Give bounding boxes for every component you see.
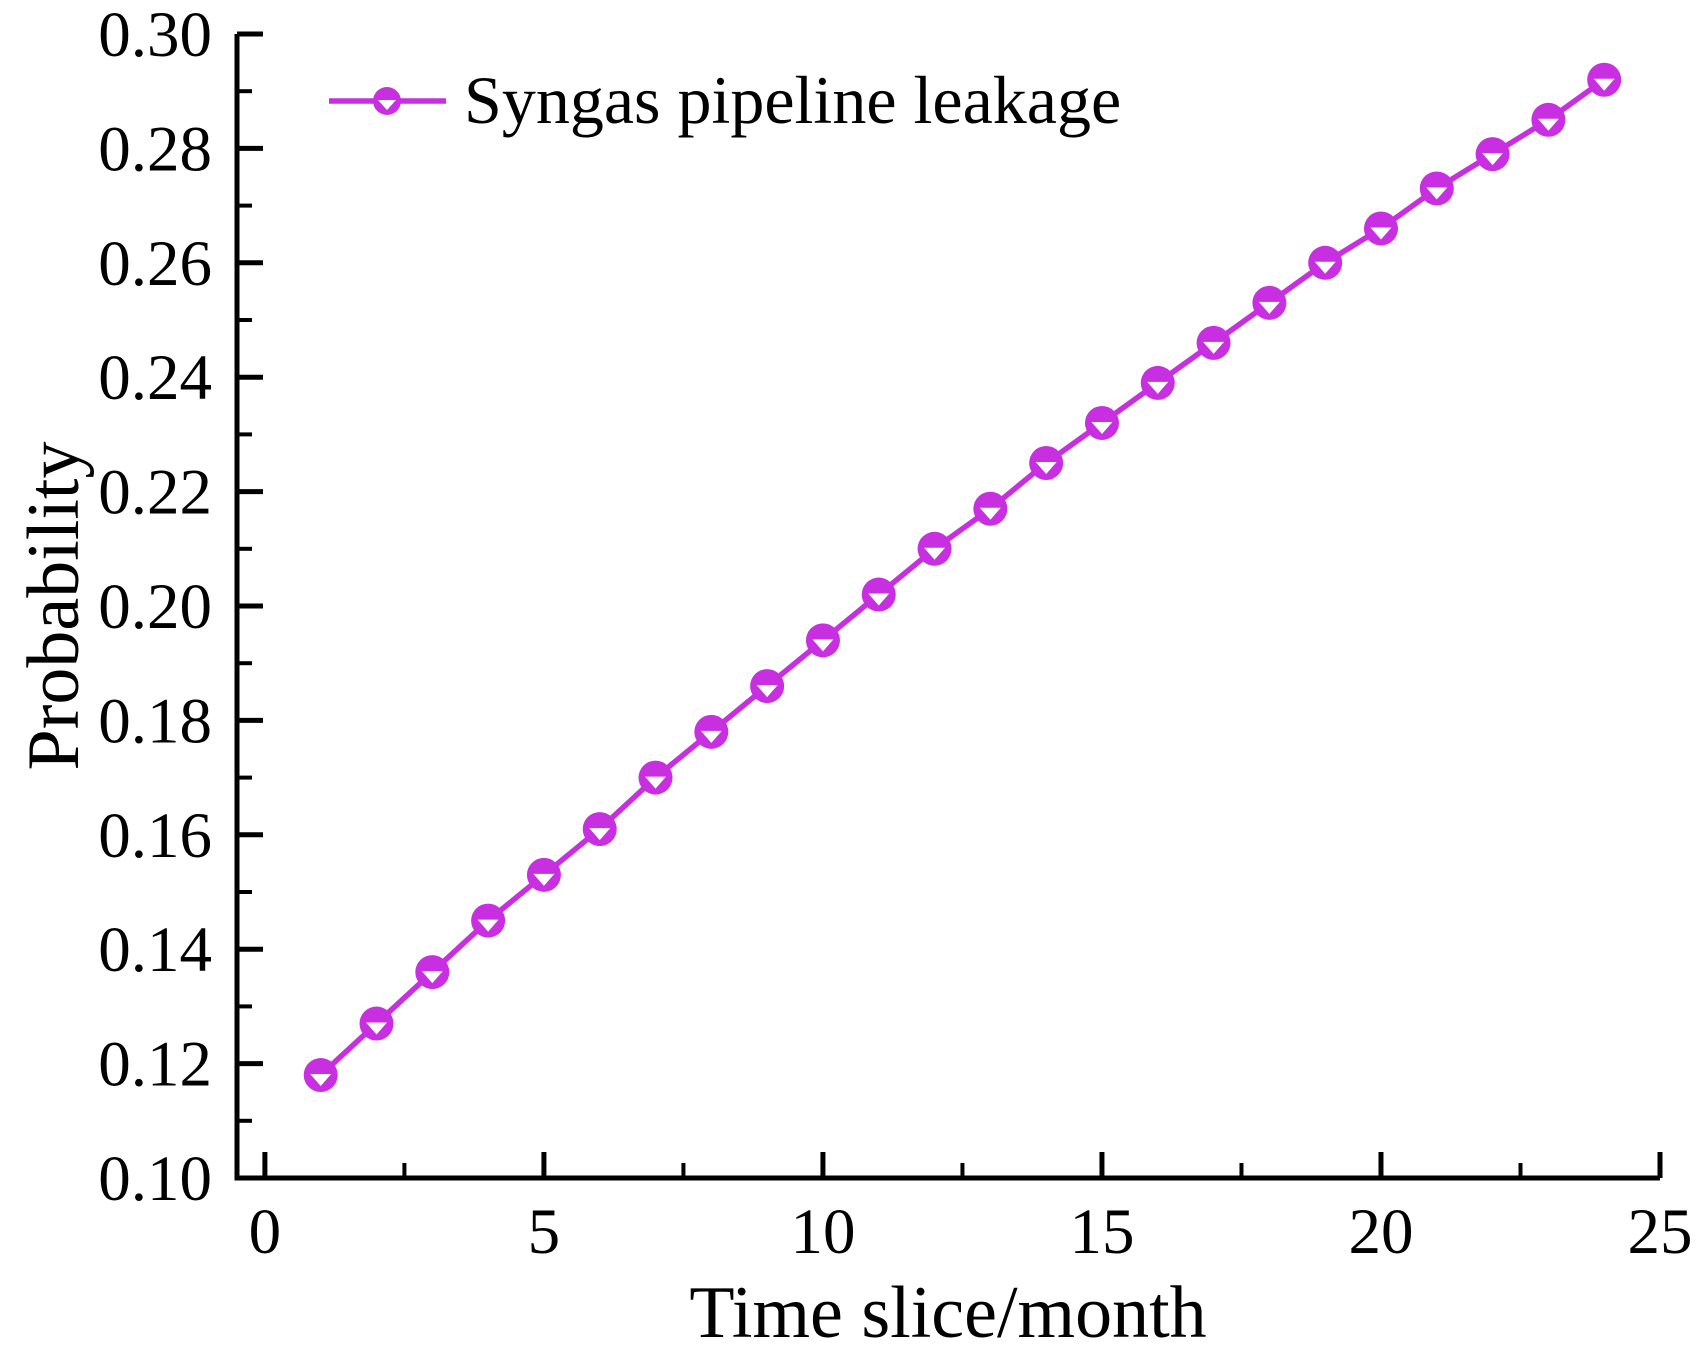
y-tick-label: 0.24 <box>98 342 212 414</box>
y-tick-label: 0.18 <box>98 685 212 757</box>
marker-triangle-icon <box>756 685 778 698</box>
x-tick-label: 0 <box>249 1196 282 1268</box>
x-axis-label: Time slice/month <box>689 1272 1206 1354</box>
marker-triangle-icon <box>812 639 834 652</box>
y-tick-label: 0.10 <box>98 1143 212 1215</box>
y-axis-label: Probability <box>13 442 95 771</box>
y-tick-label: 0.20 <box>98 571 212 643</box>
marker-triangle-icon <box>1091 421 1113 434</box>
x-tick-label: 5 <box>528 1196 561 1268</box>
marker-triangle-icon <box>1537 118 1559 131</box>
x-tick-label: 15 <box>1069 1196 1134 1268</box>
legend-marker-triangle-icon <box>378 100 396 110</box>
marker-triangle-icon <box>477 919 499 932</box>
marker-triangle-icon <box>1035 462 1057 474</box>
marker-triangle-icon <box>1147 381 1169 394</box>
y-tick-label: 0.26 <box>98 228 212 300</box>
marker-triangle-icon <box>1203 341 1225 354</box>
y-tick-label: 0.30 <box>98 0 212 71</box>
y-tick-label: 0.12 <box>98 1029 212 1101</box>
marker-triangle-icon <box>700 730 722 743</box>
marker-triangle-icon <box>924 547 946 560</box>
marker-triangle-icon <box>533 873 555 886</box>
marker-triangle-icon <box>366 1022 388 1035</box>
y-tick-label: 0.22 <box>98 457 212 529</box>
plot-area: 0.10 0.12 0.14 0.16 0.18 0.20 0.22 0.24 0.26 0.28… <box>98 0 1692 1268</box>
marker-triangle-icon <box>589 828 611 841</box>
marker-triangle-icon <box>421 971 443 984</box>
x-tick-label: 25 <box>1628 1196 1693 1268</box>
marker-triangle-icon <box>1482 153 1504 166</box>
axis-spines <box>234 34 1660 1181</box>
y-tick-label: 0.28 <box>98 113 212 185</box>
legend-label: Syngas pipeline leakage <box>464 62 1121 138</box>
x-tick-label: 10 <box>790 1196 855 1268</box>
marker-triangle-icon <box>1426 187 1448 200</box>
legend: Syngas pipeline leakage <box>329 62 1121 138</box>
marker-triangle-icon <box>868 593 890 606</box>
marker-triangle-icon <box>310 1074 332 1087</box>
y-tick-label: 0.16 <box>98 800 212 872</box>
marker-triangle-icon <box>979 507 1001 520</box>
y-tick-label: 0.14 <box>98 914 212 986</box>
series-line <box>318 77 1606 1078</box>
marker-triangle-icon <box>1370 227 1392 240</box>
marker-triangle-icon <box>1314 261 1336 274</box>
marker-triangle-icon <box>1258 301 1280 314</box>
x-tick-label: 20 <box>1348 1196 1413 1268</box>
marker-triangle-icon <box>1593 78 1615 91</box>
marker-triangle-icon <box>645 776 667 789</box>
